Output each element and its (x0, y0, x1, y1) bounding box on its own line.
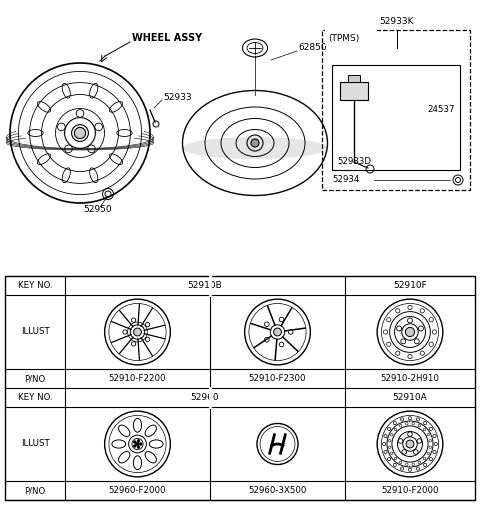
Text: 52933D: 52933D (337, 157, 371, 167)
Ellipse shape (182, 137, 327, 159)
Circle shape (251, 139, 259, 147)
Text: P/NO: P/NO (24, 374, 46, 383)
Circle shape (406, 327, 415, 337)
Circle shape (274, 328, 281, 336)
Text: 52933K: 52933K (380, 17, 414, 26)
Text: 52910B: 52910B (188, 281, 222, 290)
Text: 62850: 62850 (298, 44, 326, 52)
Text: ILLUST: ILLUST (21, 439, 49, 449)
Circle shape (133, 328, 142, 336)
Bar (325, 29, 377, 46)
Bar (322, 30, 470, 190)
Circle shape (133, 444, 136, 447)
Circle shape (133, 441, 136, 443)
Text: (TPMS): (TPMS) (328, 34, 359, 43)
Text: 52910-2H910: 52910-2H910 (381, 374, 439, 383)
Text: 52910F: 52910F (393, 281, 427, 290)
Text: 52910-F2000: 52910-F2000 (381, 486, 439, 495)
Bar (332, 65, 460, 170)
Circle shape (74, 128, 85, 139)
Circle shape (406, 440, 414, 448)
Text: 52950: 52950 (84, 206, 112, 214)
Text: 52910A: 52910A (393, 393, 427, 402)
Text: 52960-F2000: 52960-F2000 (109, 486, 166, 495)
Text: WHEEL ASSY: WHEEL ASSY (132, 33, 202, 43)
Text: 52960-3X500: 52960-3X500 (248, 486, 307, 495)
Text: P/NO: P/NO (24, 486, 46, 495)
Text: KEY NO.: KEY NO. (18, 393, 52, 402)
Circle shape (137, 446, 140, 449)
Circle shape (140, 442, 142, 446)
Text: 52933: 52933 (163, 92, 192, 102)
Text: 24537: 24537 (428, 106, 455, 114)
Circle shape (137, 439, 140, 442)
Text: ILLUST: ILLUST (21, 328, 49, 336)
Circle shape (136, 442, 139, 446)
Text: 52910-F2300: 52910-F2300 (249, 374, 306, 383)
Text: 52934: 52934 (332, 175, 360, 184)
Text: KEY NO.: KEY NO. (18, 281, 52, 290)
Text: 52960: 52960 (191, 393, 219, 402)
Bar (340, 82, 368, 100)
Bar (5, 276, 475, 500)
Bar (348, 75, 360, 82)
Text: 52910-F2200: 52910-F2200 (109, 374, 166, 383)
